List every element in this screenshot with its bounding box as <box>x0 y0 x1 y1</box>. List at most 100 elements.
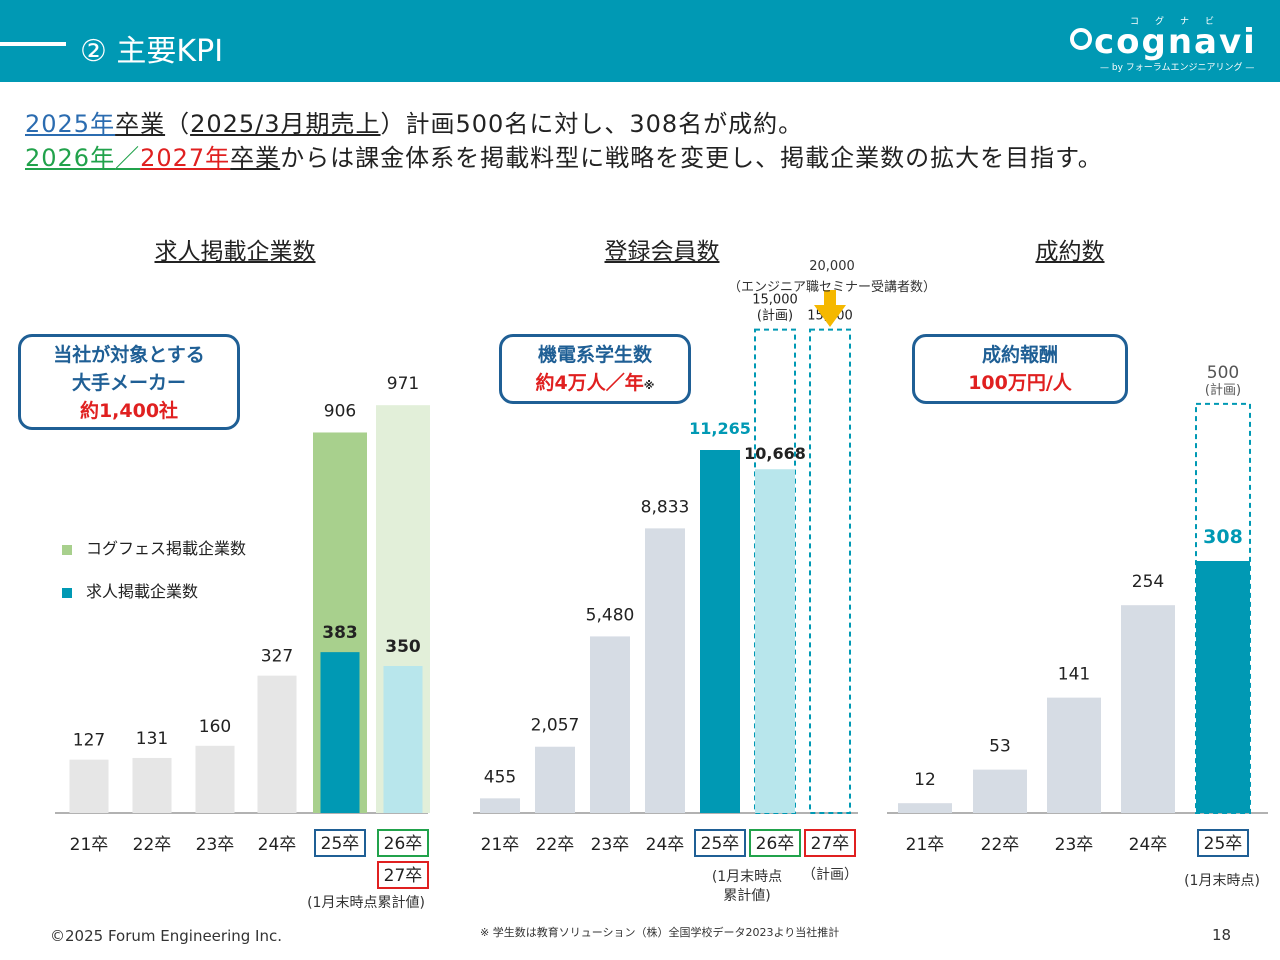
tick-listings-26卒-box <box>377 829 429 857</box>
left-chart-note: (1月末時点累計値) <box>307 895 425 911</box>
label-listings-26卒: 350 <box>385 637 421 657</box>
callout-right-line2: 100万円/人 <box>968 372 1072 394</box>
label-cogfes-26卒: 971 <box>387 374 419 394</box>
chart-members: 455 21卒 2,057 22卒 5,480 23卒 8,833 24卒 11,265 25卒 1… <box>473 293 858 857</box>
callout-mid-value: 約4万人／年 <box>535 372 644 394</box>
callout-right-line1: 成約報酬 <box>981 344 1058 366</box>
label-contracts-21卒: 12 <box>914 770 936 790</box>
label-contracts-23卒: 141 <box>1058 665 1090 685</box>
lead-result: ）計画500名に対し、308名が成約。 <box>380 110 804 138</box>
label-listings-22卒: 131 <box>136 729 168 749</box>
bar-members-22卒 <box>535 746 575 813</box>
footer-copyright: ©2025 Forum Engineering Inc. <box>50 927 282 945</box>
bar-members-24卒 <box>645 528 685 813</box>
plan-label-contracts-25卒: (計画) <box>1205 382 1241 398</box>
mid-note-25-line2: 累計値) <box>723 888 771 904</box>
tick-members-27卒-box <box>804 829 856 857</box>
chart-annotations <box>814 290 846 327</box>
tick-listings-27: 27卒 <box>384 866 423 886</box>
lead-slash: ／ <box>115 144 141 172</box>
label-members-26卒: 10,668 <box>744 444 806 463</box>
chart-listings: 127 21卒 131 22卒 160 23卒 327 24卒 906 383 25卒 971 350 2… <box>55 374 430 889</box>
page-title: ② 主要KPI <box>80 34 224 69</box>
right-chart-note: (1月末時点) <box>1184 873 1260 889</box>
lead-sotsugyo-2: 卒業 <box>230 144 281 172</box>
label-contracts-22卒: 53 <box>989 737 1011 757</box>
tick-members-26卒-box <box>749 829 801 857</box>
header-accent-line <box>0 42 66 46</box>
legend-listings-swatch <box>62 587 72 598</box>
logo-wordmark: cognavi <box>1094 22 1257 62</box>
callout-target-makers: 当社が対象とする 大手メーカー 約1,400社 <box>18 334 240 430</box>
tick-members-21卒: 21卒 <box>481 835 520 855</box>
lead-2025: 2025年 <box>25 110 116 138</box>
legend-listings-label: 求人掲載企業数 <box>86 582 199 601</box>
label-members-23卒: 5,480 <box>586 605 635 625</box>
label-contracts-24卒: 254 <box>1132 572 1164 592</box>
tick-contracts-25卒: 25卒 <box>1204 834 1243 854</box>
tick-listings-26卒: 26卒 <box>384 834 423 854</box>
tick-listings-25卒-box <box>314 829 366 857</box>
tick-contracts-24卒: 24卒 <box>1129 835 1168 855</box>
bar-listings-26卒 <box>383 666 423 813</box>
chart-title-contracts: 成約数 <box>1035 239 1105 265</box>
callout-students: 機電系学生数 約4万人／年※ <box>499 334 691 404</box>
lead-period: 2025/3月期売上 <box>190 110 381 138</box>
label-listings-23卒: 160 <box>199 717 231 737</box>
legend-listings: 求人掲載企業数 <box>62 578 198 602</box>
tick-members-25卒-box <box>694 829 746 857</box>
label-cogfes-25卒: 906 <box>324 401 356 421</box>
label-members-24卒: 8,833 <box>641 497 690 517</box>
footer-source-note: ※ 学生数は教育ソリューション（株）全国学校データ2023より当社推計 <box>480 926 840 939</box>
bar-members-26卒 <box>755 469 795 813</box>
lead-2026: 2026年 <box>25 144 116 172</box>
tick-listings-23卒: 23卒 <box>196 835 235 855</box>
label-members-22卒: 2,057 <box>531 716 580 736</box>
header-bar <box>0 0 1280 82</box>
seminar-value: 20,000 <box>809 259 855 274</box>
lead-line-2: 2026年／2027年卒業からは課金体系を掲載料型に戦略を変更し、掲載企業数の拡… <box>25 138 1103 173</box>
mid-note-25-line1: (1月末時点 <box>711 869 783 885</box>
bar-listings-23卒 <box>195 745 235 813</box>
tick-listings-22卒: 22卒 <box>133 835 172 855</box>
lead-line-1: 2025年卒業（2025/3月期売上）計画500名に対し、308名が成約。 <box>25 104 803 139</box>
callout-mid-mark: ※ <box>643 379 655 392</box>
lead-paren: （ <box>165 110 191 138</box>
callout-fee: 成約報酬 100万円/人 <box>912 334 1128 404</box>
tick-listings-21卒: 21卒 <box>70 835 109 855</box>
tick-contracts-21卒: 21卒 <box>906 835 945 855</box>
chart-title-listings: 求人掲載企業数 <box>154 239 316 265</box>
tick-listings-27-box <box>377 861 429 889</box>
label-listings-24卒: 327 <box>261 647 293 667</box>
callout-left-line1: 当社が対象とする <box>53 344 205 366</box>
tick-members-25卒: 25卒 <box>701 834 740 854</box>
cognavi-logo: コグナビ cognavi — by フォーラムエンジニアリング — <box>1060 14 1260 74</box>
tick-contracts-23卒: 23卒 <box>1055 835 1094 855</box>
tick-members-24卒: 24卒 <box>646 835 685 855</box>
mid-note-27: （計画） <box>802 867 858 883</box>
logo-ruby: コグナビ <box>1130 17 1231 27</box>
bar-contracts-21卒 <box>898 803 952 813</box>
tick-listings-24卒: 24卒 <box>258 835 297 855</box>
seminar-label: （エンジニア職セミナー受講者数） <box>727 280 937 295</box>
plan-members-27卒 <box>809 328 851 814</box>
plan-value-contracts-25卒: 500 <box>1207 363 1239 383</box>
label-members-21卒: 455 <box>484 767 516 787</box>
tick-members-26卒: 26卒 <box>756 834 795 854</box>
bar-contracts-25卒 <box>1196 561 1250 813</box>
callout-left-line3: 約1,400社 <box>79 400 179 422</box>
label-contracts-25卒: 308 <box>1203 526 1243 548</box>
bar-members-25卒 <box>700 450 740 813</box>
lead-strategy: からは課金体系を掲載料型に戦略を変更し、掲載企業数の拡大を目指す。 <box>280 144 1103 172</box>
tick-contracts-25卒-box <box>1197 829 1249 857</box>
chart-contracts: 12 21卒 53 22卒 141 23卒 254 24卒 500(計画) 308 25卒 <box>887 363 1268 857</box>
tick-members-22卒: 22卒 <box>536 835 575 855</box>
bar-members-21卒 <box>480 798 520 813</box>
bar-listings-22卒 <box>132 757 172 813</box>
footer-page-number: 18 <box>1212 926 1232 944</box>
lead-sotsugyo: 卒業 <box>115 110 166 138</box>
label-members-25卒: 11,265 <box>689 419 751 438</box>
callout-left-line2: 大手メーカー <box>71 372 186 394</box>
label-listings-21卒: 127 <box>73 731 105 751</box>
label-listings-25卒: 383 <box>322 623 358 643</box>
